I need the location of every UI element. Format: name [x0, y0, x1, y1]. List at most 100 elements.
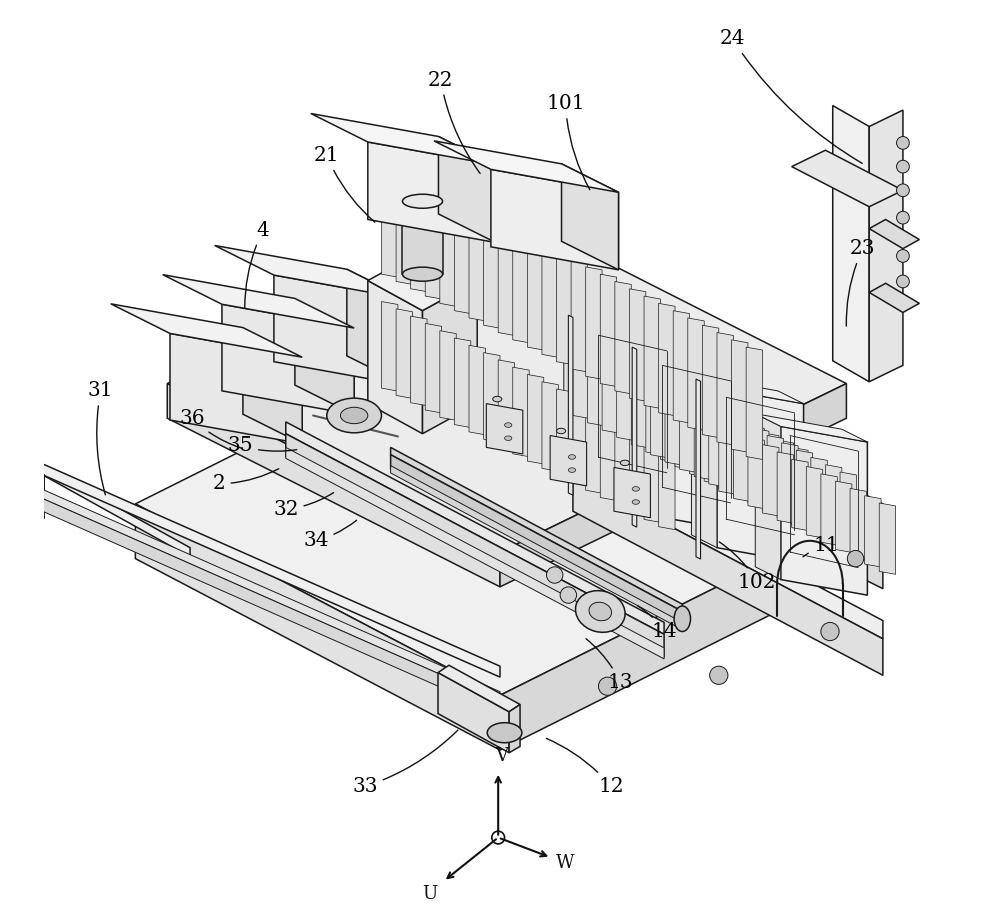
Polygon shape: [573, 456, 883, 639]
Polygon shape: [628, 343, 740, 372]
Polygon shape: [704, 404, 721, 484]
Polygon shape: [696, 379, 701, 559]
Polygon shape: [821, 474, 837, 545]
Ellipse shape: [674, 606, 691, 632]
Polygon shape: [215, 246, 406, 299]
Polygon shape: [719, 423, 735, 494]
Text: 14: 14: [637, 605, 677, 641]
Polygon shape: [806, 467, 823, 538]
Polygon shape: [562, 163, 619, 270]
Ellipse shape: [505, 436, 512, 440]
Polygon shape: [454, 201, 471, 313]
Polygon shape: [26, 491, 500, 714]
Polygon shape: [691, 375, 717, 548]
Polygon shape: [286, 447, 664, 659]
Text: 102: 102: [719, 542, 776, 592]
Polygon shape: [615, 281, 631, 394]
Polygon shape: [368, 142, 495, 243]
Text: 35: 35: [227, 436, 297, 455]
Text: 2: 2: [213, 468, 279, 493]
Text: W: W: [556, 854, 575, 872]
Text: U: U: [422, 885, 437, 903]
Polygon shape: [688, 318, 704, 430]
Polygon shape: [163, 275, 354, 328]
Ellipse shape: [493, 396, 502, 402]
Polygon shape: [286, 422, 664, 635]
Polygon shape: [733, 430, 750, 501]
Polygon shape: [434, 141, 619, 193]
Polygon shape: [111, 304, 302, 357]
Polygon shape: [763, 445, 779, 516]
Polygon shape: [602, 352, 619, 433]
Polygon shape: [425, 323, 442, 413]
Polygon shape: [542, 382, 558, 471]
Polygon shape: [632, 347, 637, 527]
Ellipse shape: [327, 398, 381, 433]
Circle shape: [897, 249, 909, 262]
Polygon shape: [568, 315, 573, 495]
Polygon shape: [796, 450, 813, 530]
Polygon shape: [8, 464, 44, 519]
Polygon shape: [782, 443, 798, 523]
Polygon shape: [717, 388, 804, 563]
Circle shape: [897, 211, 909, 224]
Polygon shape: [527, 374, 544, 464]
Polygon shape: [438, 666, 520, 712]
Polygon shape: [286, 434, 664, 657]
Text: 23: 23: [846, 239, 876, 326]
Text: 31: 31: [88, 382, 114, 495]
Polygon shape: [850, 488, 866, 560]
Polygon shape: [792, 447, 808, 528]
Text: 22: 22: [428, 70, 480, 173]
Polygon shape: [833, 106, 869, 382]
Ellipse shape: [557, 428, 566, 434]
Circle shape: [821, 623, 839, 641]
Polygon shape: [748, 437, 764, 509]
Polygon shape: [777, 452, 794, 523]
Polygon shape: [438, 136, 495, 243]
Polygon shape: [835, 481, 852, 552]
Polygon shape: [746, 347, 763, 459]
Polygon shape: [311, 113, 495, 165]
Polygon shape: [423, 280, 477, 434]
Polygon shape: [135, 504, 500, 750]
Polygon shape: [644, 296, 660, 408]
Ellipse shape: [505, 423, 512, 427]
Polygon shape: [792, 151, 903, 206]
Polygon shape: [170, 333, 302, 444]
Ellipse shape: [632, 487, 639, 491]
Polygon shape: [469, 208, 485, 320]
Circle shape: [897, 160, 909, 173]
Text: 101: 101: [546, 94, 590, 190]
Ellipse shape: [632, 499, 639, 504]
Polygon shape: [609, 402, 883, 552]
Ellipse shape: [568, 467, 576, 472]
Polygon shape: [753, 428, 769, 509]
Polygon shape: [500, 383, 846, 587]
Polygon shape: [709, 406, 725, 487]
Polygon shape: [767, 436, 784, 516]
Circle shape: [897, 275, 909, 288]
Polygon shape: [646, 374, 662, 455]
Ellipse shape: [589, 603, 612, 621]
Polygon shape: [659, 440, 675, 530]
Polygon shape: [396, 172, 412, 285]
Polygon shape: [527, 237, 544, 350]
Polygon shape: [629, 289, 646, 401]
Polygon shape: [650, 377, 667, 457]
Polygon shape: [391, 447, 682, 612]
Polygon shape: [628, 343, 653, 516]
Polygon shape: [631, 367, 648, 447]
Polygon shape: [600, 274, 617, 386]
Polygon shape: [879, 503, 896, 574]
Text: 36: 36: [179, 409, 242, 448]
Polygon shape: [733, 418, 750, 498]
Polygon shape: [702, 325, 719, 437]
Polygon shape: [411, 179, 427, 292]
Text: 32: 32: [273, 493, 334, 519]
Polygon shape: [615, 418, 631, 508]
Polygon shape: [571, 396, 588, 486]
Circle shape: [897, 184, 909, 196]
Polygon shape: [368, 250, 477, 310]
Polygon shape: [781, 426, 867, 595]
